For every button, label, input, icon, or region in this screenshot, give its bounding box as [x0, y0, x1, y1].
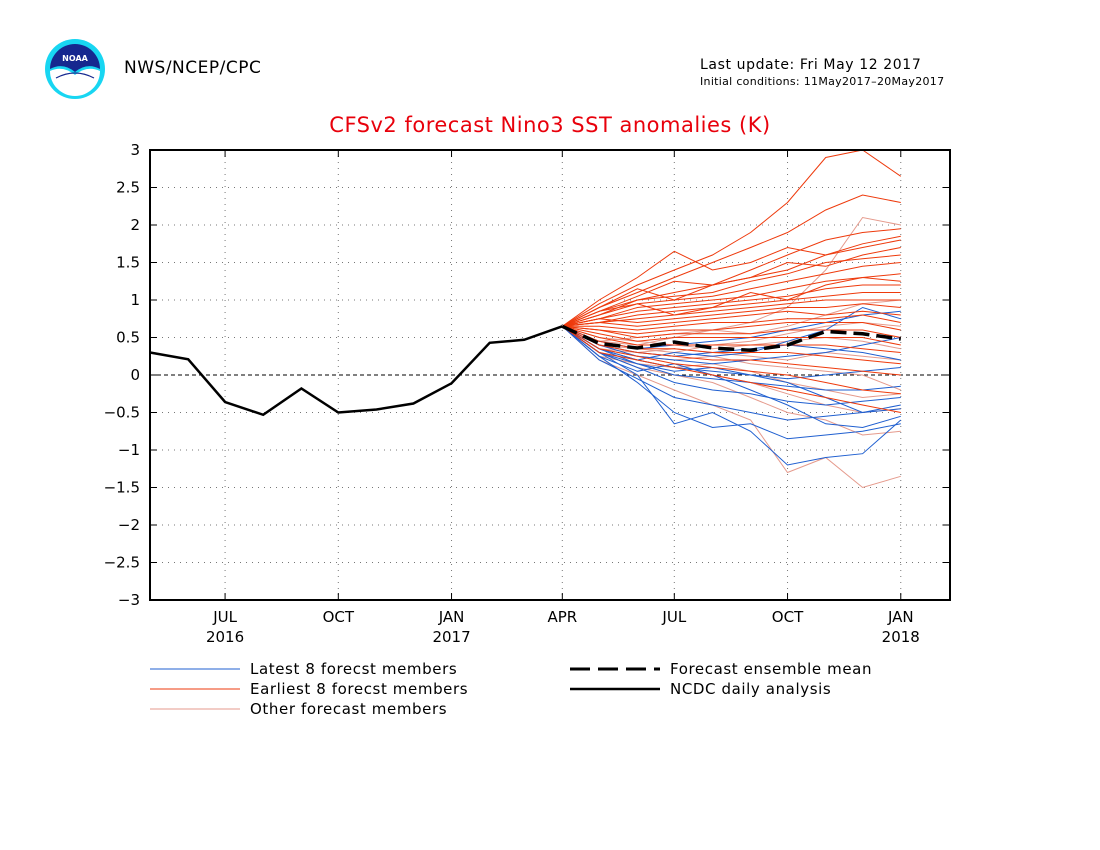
- ensemble-mean-line: [561, 324, 902, 353]
- earliest-member-line: [562, 262, 901, 327]
- latest-member-line: [562, 325, 901, 414]
- y-tick-label: −0.5: [104, 404, 140, 422]
- legend-label-mean: Forecast ensemble mean: [670, 660, 872, 678]
- latest-member-line: [562, 325, 901, 365]
- x-tick-label: OCT: [323, 608, 355, 626]
- earliest-member-line: [562, 228, 901, 327]
- y-tick-label: 0: [130, 366, 140, 384]
- chart-title: CFSv2 forecast Nino3 SST anomalies (K): [329, 113, 771, 137]
- earliest-member-line: [562, 194, 901, 327]
- noaa-logo: NOAA: [45, 39, 105, 99]
- x-tick-label: JAN: [887, 608, 914, 626]
- x-tick-label: JUL: [212, 608, 237, 626]
- earliest-member-line: [562, 150, 902, 327]
- other-member-line: [562, 216, 901, 346]
- initial-conditions: Initial conditions: 11May2017–20May2017: [700, 75, 945, 88]
- earliest-member-line: [562, 325, 901, 376]
- y-tick-label: 2.5: [116, 179, 140, 197]
- x-tick-year-label: 2016: [206, 628, 244, 646]
- earliest-member-line: [562, 273, 901, 327]
- earliest-member-line: [562, 284, 901, 327]
- earliest-member-line: [562, 322, 901, 335]
- y-tick-label: −2.5: [104, 554, 140, 572]
- y-tick-label: 1: [130, 291, 140, 309]
- org-name: NWS/NCEP/CPC: [124, 58, 262, 78]
- y-tick-label: 0.5: [116, 329, 140, 347]
- earliest-member-line: [562, 310, 901, 327]
- last-update: Last update: Fri May 12 2017: [700, 57, 922, 73]
- legend-label-other: Other forecast members: [250, 700, 447, 718]
- x-tick-label: JAN: [438, 608, 465, 626]
- y-tick-label: 3: [130, 141, 140, 159]
- earliest-member-line: [562, 303, 901, 327]
- latest-member-line: [561, 325, 901, 421]
- analysis-line: [149, 325, 563, 417]
- earliest-member-line: [562, 325, 901, 413]
- earliest-member-line: [562, 325, 901, 346]
- earliest-member-line: [562, 247, 901, 327]
- latest-member-line: [561, 325, 901, 429]
- earliest-member-line: [562, 235, 901, 327]
- x-tick-label: JUL: [661, 608, 686, 626]
- legend-label-earliest: Earliest 8 forecst members: [250, 680, 468, 698]
- latest-member-line: [562, 306, 901, 361]
- earliest-member-line: [562, 325, 901, 353]
- earliest-member-line: [562, 325, 901, 339]
- y-tick-label: −2: [118, 516, 140, 534]
- latest-member-line: [562, 325, 901, 406]
- x-tick-label: APR: [547, 608, 577, 626]
- legend: Latest 8 forecst members Earliest 8 fore…: [150, 660, 872, 718]
- y-tick-label: 2: [130, 216, 140, 234]
- earliest-member-line: [562, 276, 901, 327]
- legend-label-latest: Latest 8 forecst members: [250, 660, 457, 678]
- legend-label-analysis: NCDC daily analysis: [670, 680, 831, 698]
- y-tick-label: 1.5: [116, 254, 140, 272]
- x-tick-year-label: 2018: [882, 628, 920, 646]
- noaa-logo-text: NOAA: [62, 54, 88, 63]
- y-tick-label: −3: [118, 591, 140, 609]
- y-tick-label: −1: [118, 441, 140, 459]
- earliest-member-line: [562, 292, 901, 327]
- other-member-line: [562, 299, 901, 342]
- plot-frame: [149, 149, 951, 601]
- earliest-member-line: [562, 314, 901, 331]
- x-tick-year-label: 2017: [432, 628, 470, 646]
- other-member-line: [561, 325, 901, 489]
- x-tick-label: OCT: [772, 608, 804, 626]
- earliest-member-line: [562, 325, 901, 395]
- y-tick-label: −1.5: [104, 479, 140, 497]
